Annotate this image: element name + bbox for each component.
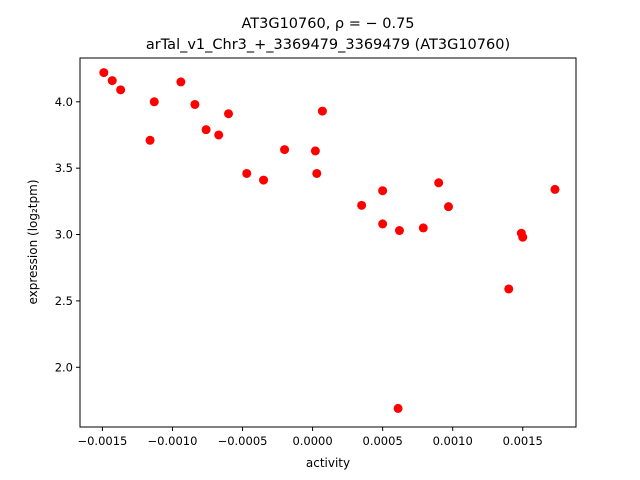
chart-title-line-1: AT3G10760, ρ = − 0.75 [241, 16, 414, 32]
scatter-point [443, 202, 453, 212]
x-tick-label: 0.0000 [292, 434, 332, 448]
scatter-point [504, 284, 514, 294]
scatter-point [394, 226, 404, 236]
scatter-point [312, 168, 322, 178]
scatter-point [310, 146, 320, 156]
y-axis-ticks: 2.0 2.5 3.0 3.5 4.0 [55, 95, 80, 374]
scatter-point [518, 232, 528, 242]
scatter-point [107, 76, 117, 86]
scatter-point [190, 99, 200, 109]
y-tick-label: 2.0 [55, 360, 73, 374]
y-axis-label: expression (log₂tpm) [26, 179, 40, 304]
x-tick-label: 0.0010 [433, 434, 473, 448]
x-tick-label: −0.0005 [218, 434, 268, 448]
scatter-point [145, 135, 155, 145]
y-tick-label: 4.0 [55, 95, 73, 109]
x-tick-label: −0.0015 [77, 434, 127, 448]
y-tick-label: 2.5 [55, 294, 73, 308]
x-axis-ticks: −0.0015 −0.0010 −0.0005 0.0000 0.0005 0.0010 0… [77, 427, 543, 448]
scatter-point [116, 85, 126, 95]
plot-area-frame [79, 57, 577, 428]
scatter-point [434, 178, 444, 188]
scatter-point [224, 109, 234, 119]
scatter-point [176, 77, 186, 87]
scatter-point [242, 168, 252, 178]
scatter-point [317, 106, 327, 116]
x-axis-label: activity [306, 456, 350, 470]
chart-title-line-2: arTal_v1_Chr3_+_3369479_3369479 (AT3G107… [146, 37, 510, 53]
scatter-point [550, 184, 560, 194]
scatter-point [378, 219, 388, 229]
y-tick-label: 3.0 [55, 228, 73, 242]
scatter-point [214, 130, 224, 140]
scatter-point [280, 145, 290, 155]
x-tick-label: 0.0015 [503, 434, 543, 448]
scatter-point [357, 200, 367, 210]
scatter-point [201, 125, 211, 135]
scatter-point [259, 175, 269, 185]
data-points [99, 68, 560, 413]
scatter-point [149, 97, 159, 107]
scatter-point [378, 186, 388, 196]
scatter-point [393, 403, 403, 413]
scatter-point [99, 68, 109, 78]
x-tick-label: 0.0005 [363, 434, 403, 448]
scatter-point [418, 223, 428, 233]
x-tick-label: −0.0010 [148, 434, 198, 448]
y-tick-label: 3.5 [55, 161, 73, 175]
